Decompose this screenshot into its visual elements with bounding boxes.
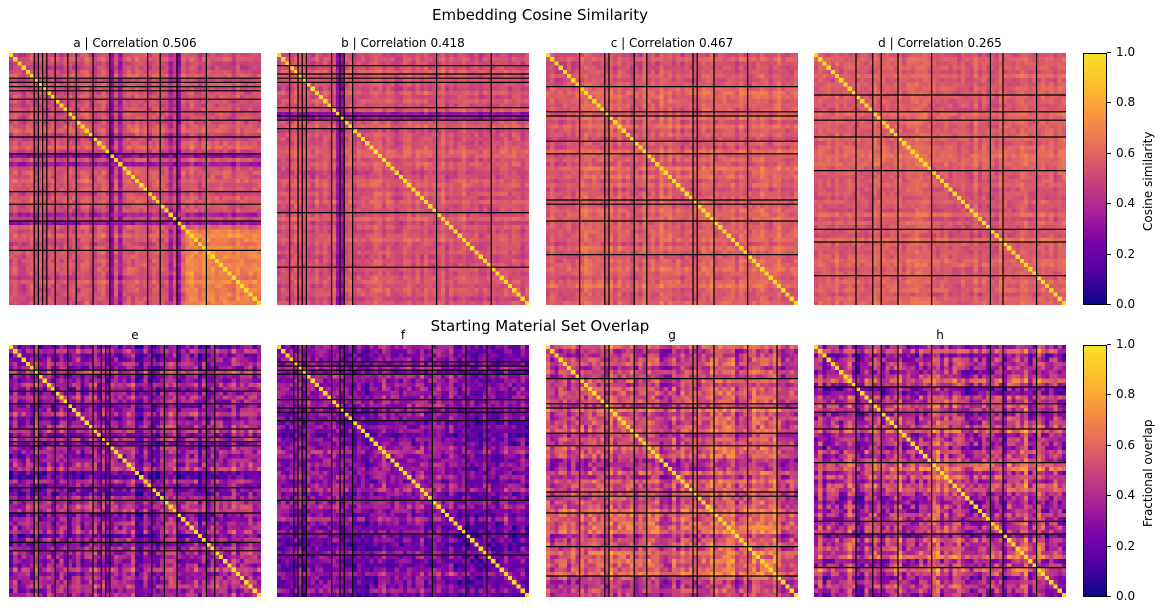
- panel-b-title: b | Correlation 0.418: [341, 36, 465, 50]
- block-lines-panel-a: [9, 53, 261, 305]
- block-lines-panel-e: [9, 345, 261, 597]
- heatmap-panel-a: [9, 53, 261, 305]
- colorbar-top-label: Cosine similarity: [1141, 131, 1155, 231]
- colorbar-bottom-tick: 0.2: [1107, 540, 1135, 552]
- heatmap-panel-g: [546, 345, 798, 597]
- heatmap-panel-e: [9, 345, 261, 597]
- colorbar-top-tick: 0.6: [1107, 147, 1135, 159]
- panel-h-title: h: [936, 328, 944, 342]
- heatmap-panel-b: [277, 53, 529, 305]
- colorbar-top-tick: 1.0: [1107, 46, 1135, 58]
- panel-g-title: g: [668, 328, 676, 342]
- colorbar-bottom-tick: 0.4: [1107, 489, 1135, 501]
- top-figure-title: Embedding Cosine Similarity: [432, 6, 648, 24]
- block-lines-panel-f: [277, 345, 529, 597]
- panel-c-title: c | Correlation 0.467: [610, 36, 734, 50]
- colorbar-top-tick: 0.8: [1107, 96, 1135, 108]
- panel-a-title: a | Correlation 0.506: [73, 36, 197, 50]
- colorbar-bottom-tick: 0.8: [1107, 388, 1135, 400]
- colorbar-top-tick: 0.2: [1107, 248, 1135, 260]
- panel-e-title: e: [131, 328, 139, 342]
- colorbar-bottom-tick: 1.0: [1107, 338, 1135, 350]
- colorbar-cosine-similarity: [1083, 53, 1107, 305]
- heatmap-panel-c: [546, 53, 798, 305]
- colorbar-top-tick: 0.0: [1107, 298, 1135, 310]
- block-lines-panel-d: [814, 53, 1066, 305]
- panel-f-title: f: [400, 328, 406, 342]
- colorbar-fractional-overlap: [1083, 345, 1107, 597]
- colorbar-bottom-tick: 0.0: [1107, 590, 1135, 602]
- colorbar-bottom-tick: 0.6: [1107, 439, 1135, 451]
- panel-d-title: d | Correlation 0.265: [878, 36, 1002, 50]
- block-lines-panel-g: [546, 345, 798, 597]
- bottom-figure-title: Starting Material Set Overlap: [430, 317, 650, 335]
- colorbar-top-tick: 0.4: [1107, 197, 1135, 209]
- colorbar-bottom-label: Fractional overlap: [1141, 419, 1155, 527]
- block-lines-panel-b: [277, 53, 529, 305]
- block-lines-panel-h: [814, 345, 1066, 597]
- block-lines-panel-c: [546, 53, 798, 305]
